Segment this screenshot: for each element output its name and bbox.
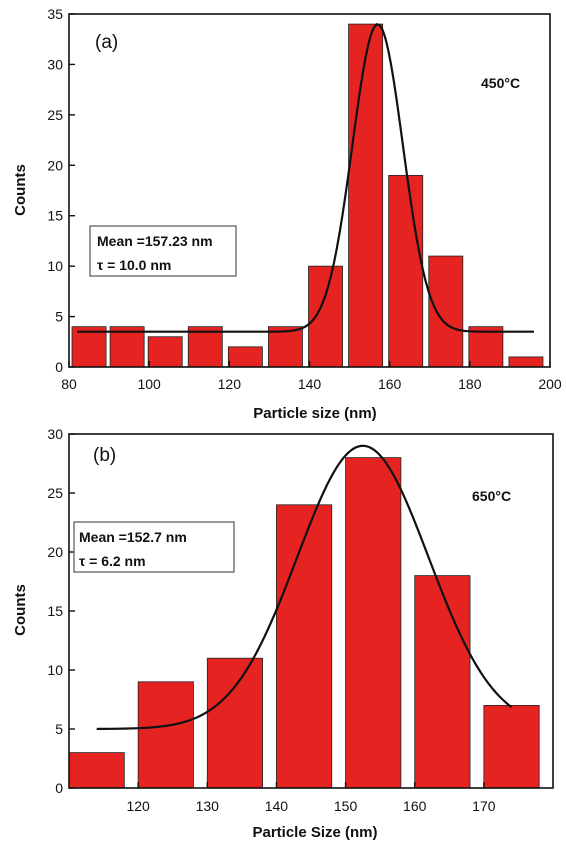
annotation-tau-a: τ = 10.0 nm xyxy=(97,257,171,273)
annotation-mean-a: Mean =157.23 nm xyxy=(97,233,213,249)
y-tick-label-a-3: 15 xyxy=(47,208,63,224)
bar-a-2 xyxy=(147,336,183,368)
panel-label-b: (b) xyxy=(93,445,116,466)
bar-a-8 xyxy=(388,174,424,368)
temperature-label-a: 450°C xyxy=(481,75,520,91)
bar-a-3 xyxy=(187,326,223,368)
x-tick-label-a-0: 80 xyxy=(61,376,77,392)
y-tick-label-b-5: 25 xyxy=(47,485,63,501)
x-tick-label-b-2: 140 xyxy=(265,798,289,814)
annotation-mean-b: Mean =152.7 nm xyxy=(79,529,187,545)
y-axis-label-b: Counts xyxy=(12,584,29,636)
x-tick-label-a-2: 120 xyxy=(218,376,242,392)
x-tick-labels-a: 80 100 120 140 160 180 200 xyxy=(61,376,562,392)
y-tick-label-a-4: 20 xyxy=(47,157,63,173)
fit-curve-b xyxy=(96,444,513,731)
x-tick-label-a-5: 180 xyxy=(458,376,482,392)
bar-a-5 xyxy=(268,326,303,368)
bar-b-2 xyxy=(206,657,264,789)
annotation-tau-b: τ = 6.2 nm xyxy=(79,553,146,569)
y-tick-label-b-4: 20 xyxy=(47,544,63,560)
bar-a-4 xyxy=(227,346,263,368)
bar-b-1 xyxy=(137,681,194,789)
y-tick-label-b-0: 0 xyxy=(55,780,63,796)
bar-b-6 xyxy=(483,705,540,789)
y-tick-label-b-3: 15 xyxy=(47,603,63,619)
y-tick-label-a-2: 10 xyxy=(47,258,63,274)
y-tick-label-a-1: 5 xyxy=(55,309,63,325)
x-tick-label-b-4: 160 xyxy=(403,798,427,814)
y-tick-labels-b: 0 5 10 15 20 25 30 xyxy=(47,426,63,796)
bars-a xyxy=(71,23,544,368)
panel-label-a: (a) xyxy=(95,32,118,53)
fit-curve-a xyxy=(77,22,534,333)
y-tick-label-a-7: 35 xyxy=(47,6,63,22)
y-tick-label-a-6: 30 xyxy=(47,56,63,72)
x-tick-label-a-6: 200 xyxy=(538,376,562,392)
x-tick-label-a-1: 100 xyxy=(137,376,161,392)
x-tick-label-b-5: 170 xyxy=(472,798,496,814)
bar-b-3 xyxy=(276,504,333,789)
y-axis-label-a: Counts xyxy=(12,164,29,216)
bar-a-7 xyxy=(348,23,384,368)
bar-a-0 xyxy=(71,326,107,368)
bar-b-5 xyxy=(414,575,471,789)
bar-a-1 xyxy=(109,326,145,368)
x-tick-label-a-4: 160 xyxy=(378,376,402,392)
plot-frame-a xyxy=(68,13,551,368)
bar-b-0 xyxy=(68,752,125,789)
y-tick-label-a-5: 25 xyxy=(47,107,63,123)
bar-a-9 xyxy=(428,255,464,368)
y-tick-label-b-1: 5 xyxy=(55,721,63,737)
bars-b xyxy=(68,457,540,789)
y-tick-label-a-0: 0 xyxy=(55,359,63,375)
x-tick-label-b-3: 150 xyxy=(334,798,358,814)
x-axis-label-b: Particle Size (nm) xyxy=(252,824,377,841)
plot-frame-b xyxy=(68,433,554,789)
x-tick-label-a-3: 140 xyxy=(298,376,322,392)
ticks-b xyxy=(69,433,485,789)
x-tick-label-b-0: 120 xyxy=(126,798,150,814)
y-tick-labels-a: 0 5 10 15 20 25 30 35 xyxy=(47,6,63,375)
bar-b-4 xyxy=(345,457,402,789)
annotation-box-a xyxy=(89,225,237,277)
bar-a-6 xyxy=(308,265,343,368)
x-tick-labels-b: 120 130 140 150 160 170 xyxy=(126,798,495,814)
temperature-label-b: 650°C xyxy=(472,488,511,504)
annotation-box-b xyxy=(73,521,235,573)
panel-b: 0 5 10 15 20 25 30 120 130 140 150 160 170 (b) 650°… xyxy=(12,426,554,841)
bar-a-11 xyxy=(508,356,544,368)
y-tick-label-b-2: 10 xyxy=(47,662,63,678)
x-axis-label-a: Particle size (nm) xyxy=(253,405,376,422)
x-tick-label-b-1: 130 xyxy=(196,798,220,814)
y-tick-label-b-6: 30 xyxy=(47,426,63,442)
